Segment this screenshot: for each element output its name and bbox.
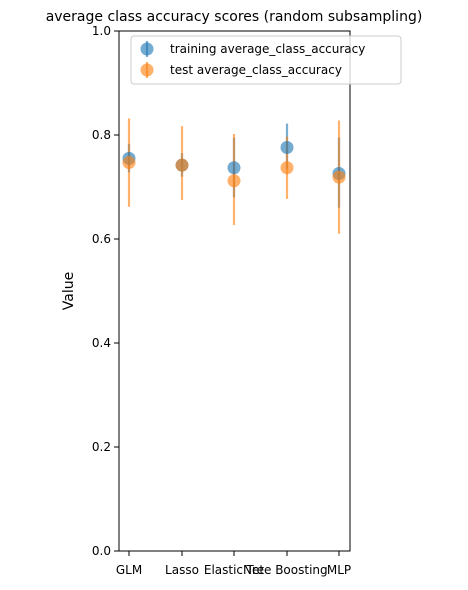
plot-area: 0.0 0.2 0.4 0.6 0.8 1.0 GLM Lasso ElasticNetTre…	[92, 24, 351, 577]
data-point	[332, 170, 346, 184]
y-tick-label: 0.2	[92, 440, 111, 454]
data-marks	[122, 118, 346, 234]
x-tick-label: ElasticNet	[204, 563, 265, 577]
data-point	[175, 158, 189, 172]
x-tick-label: Tree Boosting	[245, 563, 327, 577]
x-tick-label: MLP	[327, 563, 351, 577]
legend-label: training average_class_accuracy	[170, 42, 365, 56]
x-tick-label: GLM	[116, 563, 142, 577]
legend-marker	[140, 63, 154, 77]
data-point	[227, 161, 241, 175]
x-tick-label: Lasso	[165, 563, 199, 577]
chart-title: average class accuracy scores (random su…	[46, 9, 423, 25]
data-point	[280, 140, 294, 154]
data-point	[227, 174, 241, 188]
y-tick-label: 0.8	[92, 128, 111, 142]
y-tick-label: 0.0	[92, 544, 111, 558]
legend-box	[130, 35, 402, 85]
y-tick-label: 0.4	[92, 336, 111, 350]
y-tick-label: 1.0	[92, 24, 111, 38]
plot-frame	[118, 30, 351, 552]
y-axis-label: Value	[61, 272, 77, 310]
y-tick-label: 0.6	[92, 232, 111, 246]
legend-label: test average_class_accuracy	[170, 63, 342, 77]
y-axis: 0.0 0.2 0.4 0.6 0.8 1.0	[92, 24, 119, 558]
data-point	[122, 156, 136, 170]
legend-marker	[140, 42, 154, 56]
data-point	[280, 161, 294, 175]
